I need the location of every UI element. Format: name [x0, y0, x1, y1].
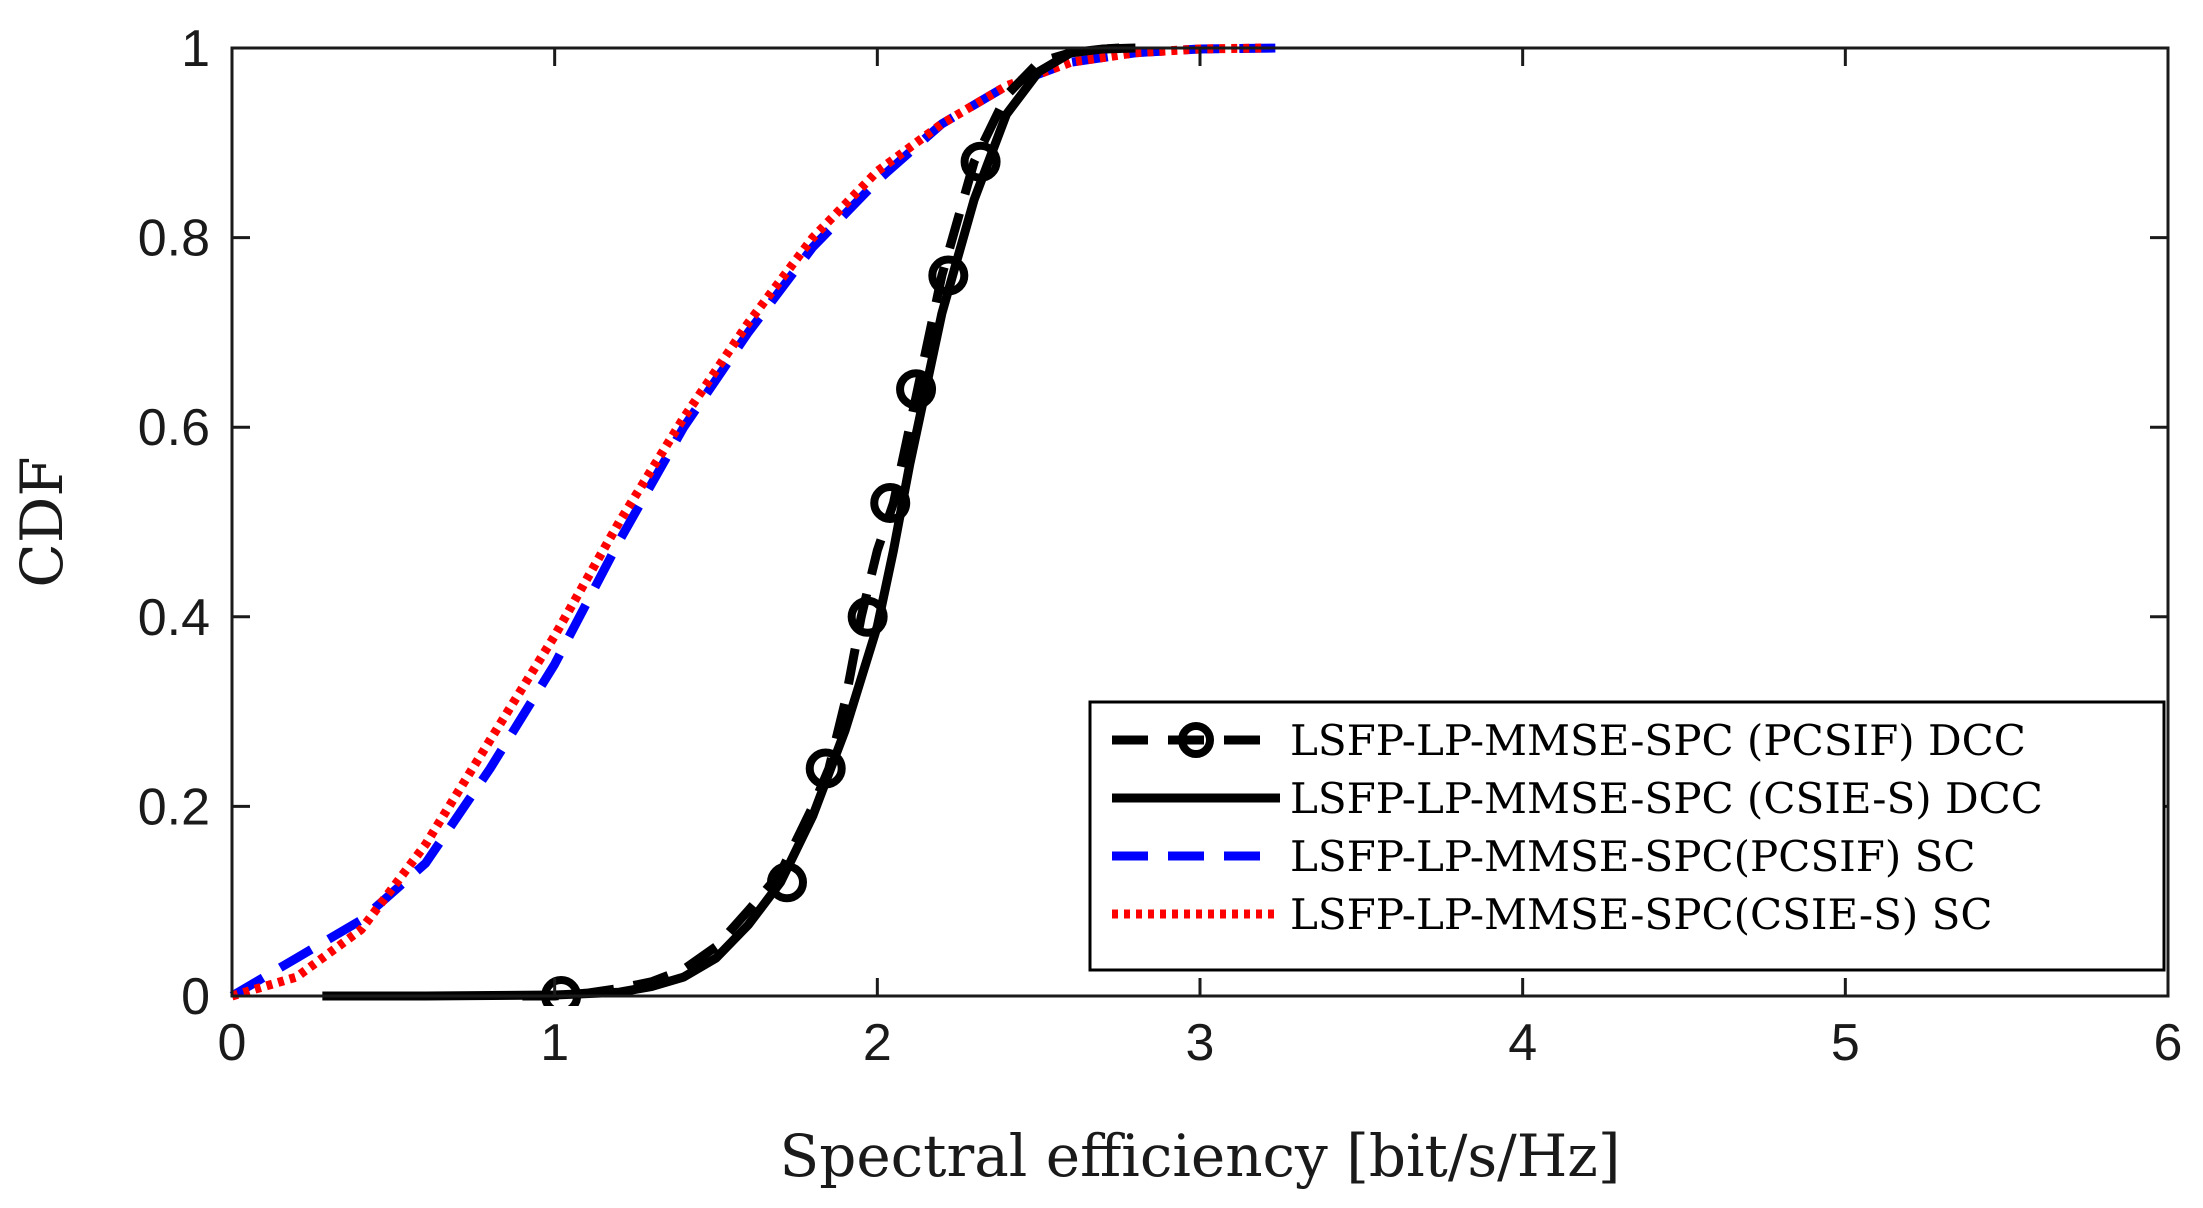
x-tick-label: 1: [540, 1014, 569, 1072]
y-tick-label: 0: [181, 968, 210, 1026]
x-tick-label: 2: [863, 1014, 892, 1072]
series-line-0: [522, 43, 1120, 1001]
x-axis-title: Spectral efficiency [bit/s/Hz]: [780, 1122, 1621, 1190]
series-marker-0: [847, 596, 888, 637]
series-marker-0: [960, 141, 1001, 182]
series-marker-0: [766, 862, 807, 903]
series-line-3: [230, 43, 1265, 1001]
series-layer: [229, 43, 1281, 1006]
series-marker-0: [870, 483, 911, 524]
legend-label: LSFP-LP-MMSE-SPC (PCSIF) DCC: [1290, 716, 2026, 765]
legend-label: LSFP-LP-MMSE-SPC(PCSIF) SC: [1290, 832, 1976, 881]
series-marker-0: [928, 255, 969, 296]
legend-label: LSFP-LP-MMSE-SPC(CSIE-S) SC: [1290, 890, 1993, 939]
y-tick-label: 0.4: [138, 589, 210, 647]
x-tick-label: 0: [218, 1014, 247, 1072]
x-tick-label: 3: [1186, 1014, 1215, 1072]
series-marker-0: [805, 748, 846, 789]
x-tick-label: 4: [1508, 1014, 1537, 1072]
y-tick-label: 0.2: [138, 778, 210, 836]
x-tick-label: 5: [1831, 1014, 1860, 1072]
series-line-1: [322, 43, 1136, 1001]
legend-box: [1088, 700, 2166, 972]
y-axis-title: CDF: [8, 456, 76, 587]
legend-marker: [1178, 722, 1214, 758]
legend: LSFP-LP-MMSE-SPC (PCSIF) DCC LSFP-LP-MMSE…: [1088, 700, 2166, 972]
y-tick-label: 1: [181, 20, 210, 78]
series-marker-0: [896, 369, 937, 410]
ticks-layer: 0 1 2 3 4 5 6 0 0.2 0.4 0.6 0.8 1: [138, 20, 2183, 1072]
legend-label: LSFP-LP-MMSE-SPC (CSIE-S) DCC: [1290, 774, 2043, 823]
x-tick-label: 6: [2154, 1014, 2183, 1072]
y-tick-label: 0.6: [138, 399, 210, 457]
y-tick-label: 0.8: [138, 210, 210, 268]
